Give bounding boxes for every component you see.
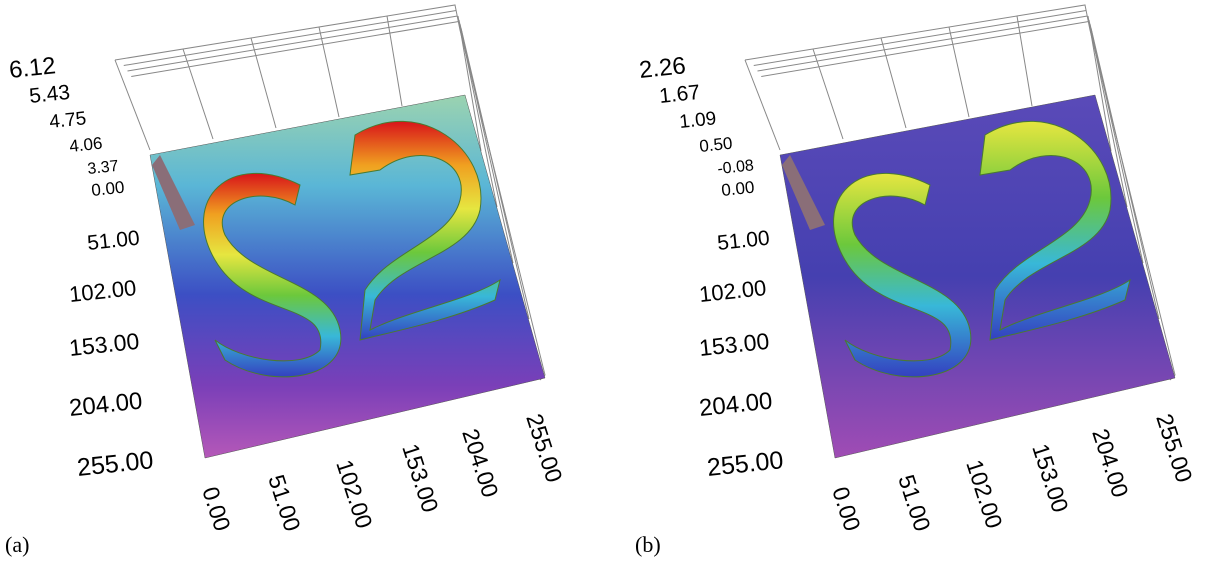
z-tick-label: -0.08 [717,157,755,178]
surface-spike [152,155,195,230]
box-grid [757,15,1088,72]
y-tick-label: 102.00 [68,275,138,307]
x-tick-label: 153.00 [397,441,443,516]
box-grid [131,21,459,77]
y-tick-label: 51.00 [86,227,141,255]
box-grid [1089,23,1144,264]
x-tick-label: 102.00 [961,457,1007,532]
box-grid [127,15,458,72]
box-grid [460,27,530,320]
wireframe [744,4,1176,381]
x-tick-label: 0.00 [827,484,866,535]
y-tick-label: 51.00 [716,227,771,255]
z-tick-label: 3.37 [87,158,120,178]
box-edge [744,59,781,151]
panel: 6.125.434.754.063.370.0051.00102.00153.0… [5,4,568,557]
x-tick-label: 51.00 [893,472,936,535]
x-tick-label: 204.00 [457,426,503,501]
y-tick-label: 204.00 [698,387,774,422]
surface-letter [833,173,972,378]
z-tick-label: 1.67 [658,81,701,108]
box-grid [459,23,514,264]
surface-letter [979,120,1131,341]
surface-spike [782,155,825,230]
z-tick-label: 0.00 [720,178,755,200]
surface-letter [349,120,501,341]
box-grid [753,10,1087,66]
z-tick-label: 0.00 [90,178,125,200]
z-tick-label: 2.26 [638,52,687,84]
box-grid [123,10,457,66]
box-grid [250,37,277,129]
z-tick-label: 0.50 [698,134,733,156]
x-tick-label: 204.00 [1087,426,1133,501]
panel: 2.261.671.090.50-0.080.0051.00102.00153.… [635,4,1198,557]
box-grid [182,48,214,140]
panel-label: (a) [5,532,29,557]
y-tick-label: 153.00 [68,328,141,361]
x-tick-label: 255.00 [521,411,567,486]
y-tick-label: 153.00 [698,328,771,361]
box-grid [812,48,844,140]
box-grid [457,15,482,152]
z-tick-label: 5.43 [28,81,71,108]
y-tick-label: 255.00 [706,446,785,482]
box-grid [1090,27,1160,320]
surface-letter [203,173,342,378]
box-grid [1088,19,1128,208]
box-grid [386,15,403,107]
z-tick-label: 4.06 [68,134,103,156]
box-grid [948,26,970,118]
box-grid [318,26,340,118]
box-grid [1087,15,1112,152]
x-tick-label: 255.00 [1151,411,1197,486]
y-tick-label: 204.00 [68,387,144,422]
z-tick-label: 6.12 [8,52,57,84]
x-tick-label: 102.00 [331,457,377,532]
box-edge [114,59,151,151]
x-tick-label: 153.00 [1027,441,1073,516]
y-tick-label: 102.00 [698,275,768,307]
y-tick-label: 255.00 [76,446,155,482]
box-grid [761,21,1089,77]
z-tick-label: 4.75 [48,108,87,133]
box-grid [1016,15,1033,107]
box-grid [880,37,907,129]
x-tick-label: 0.00 [197,484,236,535]
panel-label: (b) [635,532,661,557]
z-tick-label: 1.09 [678,108,717,133]
box-grid [458,19,498,208]
x-tick-label: 51.00 [263,472,306,535]
